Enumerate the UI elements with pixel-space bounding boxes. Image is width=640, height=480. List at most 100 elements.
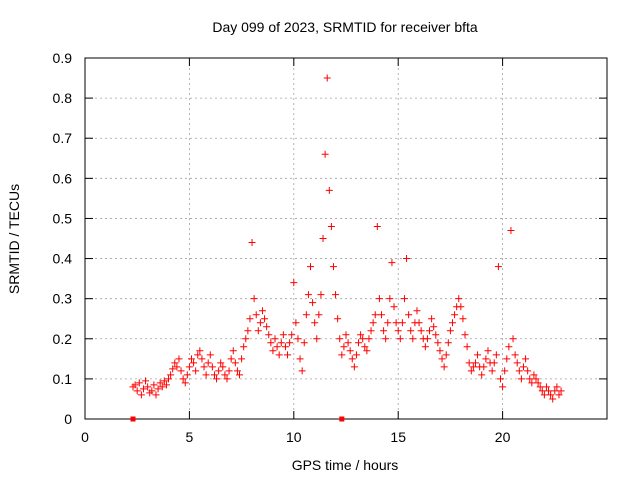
y-tick-label: 0.9 [53, 50, 73, 66]
data-point [367, 327, 375, 335]
data-points [129, 74, 565, 422]
data-point [265, 331, 273, 339]
data-point [415, 319, 423, 327]
data-point [517, 375, 525, 383]
data-point [240, 343, 248, 351]
data-point [177, 367, 185, 375]
data-point [242, 335, 250, 343]
data-point [334, 315, 342, 323]
data-point [273, 343, 281, 351]
data-point [348, 355, 356, 363]
data-point [340, 343, 348, 351]
data-point [469, 363, 477, 371]
data-point [457, 303, 465, 311]
data-point [311, 319, 319, 327]
data-point [403, 255, 411, 263]
data-point [215, 367, 223, 375]
data-point [392, 319, 400, 327]
data-point [175, 355, 183, 363]
data-point [350, 363, 358, 371]
data-point [377, 311, 385, 319]
data-point [165, 375, 173, 383]
y-tick-label: 0.6 [53, 170, 73, 186]
data-point [150, 381, 158, 389]
data-point [465, 359, 473, 367]
data-point [261, 315, 269, 323]
data-point [413, 307, 421, 315]
data-point [396, 335, 404, 343]
data-point [263, 323, 271, 331]
plot-frame [84, 57, 608, 420]
data-point [536, 383, 544, 391]
y-axis-label: SRMTID / TECUs [6, 184, 22, 294]
data-point [407, 327, 415, 335]
data-point [480, 363, 488, 371]
data-point [325, 186, 333, 194]
data-point [302, 311, 310, 319]
data-point [451, 311, 459, 319]
data-point [545, 387, 553, 395]
data-point [173, 363, 181, 371]
data-point [549, 395, 557, 403]
data-point [509, 335, 517, 343]
data-point [304, 291, 312, 299]
data-point [131, 381, 139, 389]
data-point [371, 311, 379, 319]
data-point [139, 385, 147, 393]
data-point [503, 355, 511, 363]
data-point [290, 279, 298, 287]
data-point [142, 377, 150, 385]
data-point [327, 222, 335, 230]
y-tick-label: 0.3 [53, 291, 73, 307]
data-point [409, 335, 417, 343]
data-point [497, 375, 505, 383]
data-point [196, 347, 204, 355]
data-point [434, 339, 442, 347]
data-point [319, 235, 327, 242]
data-point [384, 319, 392, 327]
zero-point [339, 416, 345, 422]
y-tick-label: 0.4 [53, 251, 73, 267]
y-tick-label: 0.2 [53, 331, 73, 347]
data-point [488, 367, 496, 375]
data-point [532, 375, 540, 383]
data-point [355, 339, 363, 347]
y-tick-label: 0 [64, 411, 72, 427]
data-point [507, 226, 515, 234]
y-tick-label: 0.5 [53, 210, 73, 226]
data-point [505, 343, 513, 351]
data-point [482, 355, 490, 363]
data-point [438, 355, 446, 363]
data-point [400, 295, 408, 303]
data-point [332, 291, 340, 299]
data-point [344, 339, 352, 347]
data-point [373, 222, 381, 230]
data-point [284, 351, 292, 359]
data-point [421, 343, 429, 351]
data-point [248, 239, 256, 247]
data-point [459, 315, 467, 323]
data-point [208, 363, 216, 371]
data-point [317, 291, 325, 299]
data-point [181, 379, 189, 387]
data-point [298, 367, 306, 375]
data-point [463, 343, 471, 351]
data-point [357, 331, 365, 339]
data-point [352, 351, 360, 359]
data-point [430, 323, 438, 331]
data-point [338, 351, 346, 359]
data-point [386, 295, 394, 303]
data-point [329, 263, 337, 271]
data-point [471, 359, 479, 367]
data-point [294, 335, 302, 343]
data-point [233, 367, 241, 375]
data-point [219, 363, 227, 371]
data-point [436, 347, 444, 355]
x-tick-label: 20 [495, 429, 511, 445]
data-point [461, 331, 469, 339]
y-tick-label: 0.7 [53, 130, 73, 146]
data-point [323, 74, 331, 82]
data-point [513, 359, 521, 367]
data-point [423, 335, 431, 343]
